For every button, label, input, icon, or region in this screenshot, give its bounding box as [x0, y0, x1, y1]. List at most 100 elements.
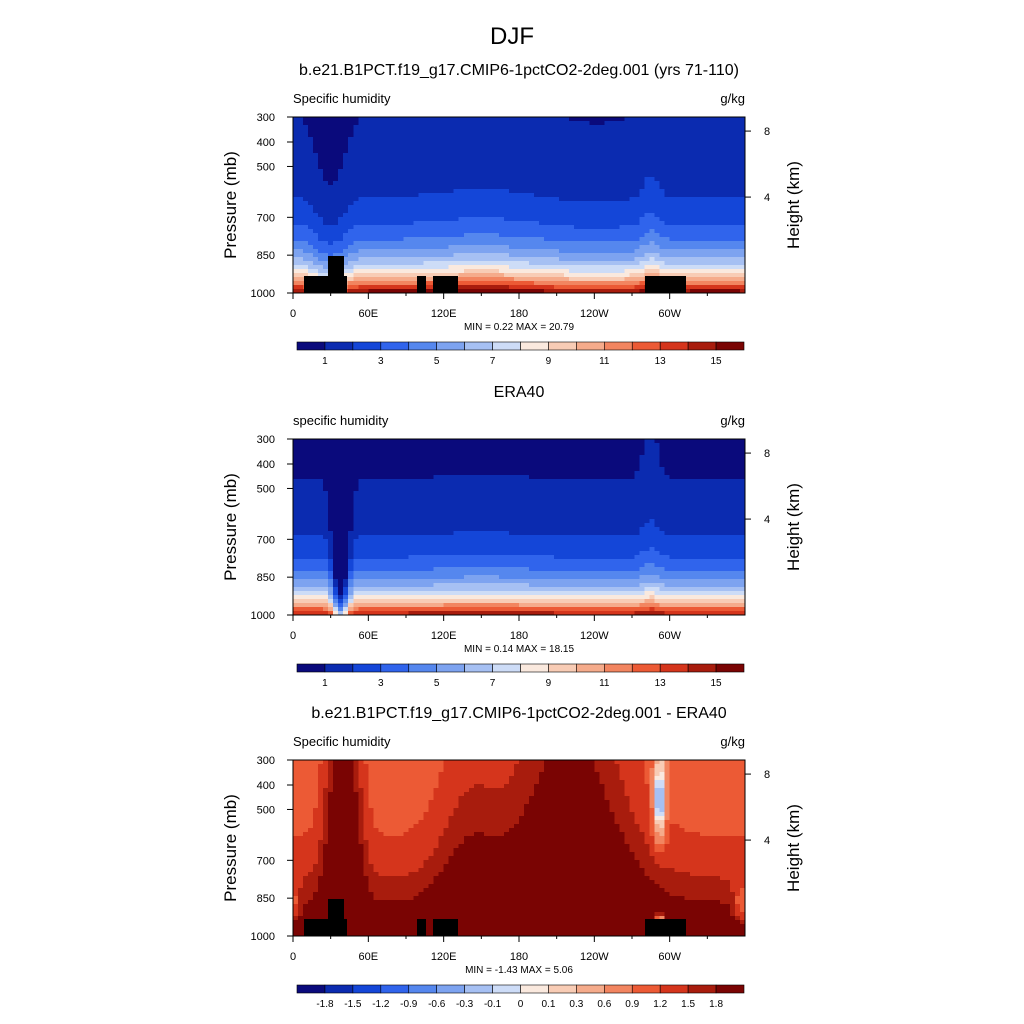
heatmap-cell: [443, 447, 450, 452]
heatmap-cell: [554, 209, 560, 214]
heatmap-cell: [534, 209, 540, 214]
heatmap-cell: [408, 129, 415, 134]
heatmap-cell: [388, 281, 395, 286]
heatmap-cell: [388, 233, 395, 238]
heatmap-cell: [298, 229, 304, 234]
heatmap-cell: [714, 145, 721, 150]
heatmap-cell: [343, 133, 349, 138]
heatmap-cell: [343, 121, 349, 126]
heatmap-cell: [539, 443, 545, 448]
heatmap-cell: [423, 217, 430, 222]
heatmap-cell: [554, 169, 560, 174]
heatmap-cell: [428, 475, 435, 480]
heatmap-cell: [313, 229, 319, 234]
heatmap-cell: [328, 149, 334, 154]
heatmap-cell: [383, 281, 390, 286]
heatmap-cell: [413, 249, 420, 254]
heatmap-cell: [554, 141, 560, 146]
heatmap-cell: [493, 129, 500, 134]
heatmap-cell: [629, 173, 636, 178]
heatmap-cell: [443, 181, 450, 186]
heatmap-cell: [338, 173, 344, 178]
heatmap-cell: [739, 137, 746, 142]
heatmap-cell: [383, 289, 390, 294]
heatmap-cell: [443, 153, 450, 158]
heatmap-cell: [709, 273, 716, 278]
heatmap-cell: [513, 443, 520, 448]
heatmap-cell: [453, 125, 460, 130]
heatmap-cell: [584, 451, 590, 456]
heatmap-cell: [579, 129, 585, 134]
heatmap-cell: [418, 249, 425, 254]
heatmap-cell: [654, 471, 661, 476]
heatmap-cell: [699, 443, 706, 448]
heatmap-cell: [599, 269, 605, 274]
heatmap-cell: [308, 193, 314, 198]
heatmap-cell: [654, 475, 661, 480]
heatmap-cell: [468, 205, 475, 210]
heatmap-cell: [739, 471, 746, 476]
heatmap-cell: [473, 141, 480, 146]
heatmap-cell: [729, 257, 736, 262]
heatmap-cell: [729, 125, 736, 130]
heatmap-cell: [453, 467, 460, 472]
heatmap-cell: [544, 149, 550, 154]
heatmap-cell: [323, 149, 329, 154]
heatmap-cell: [363, 249, 369, 254]
heatmap-cell: [323, 237, 329, 242]
heatmap-cell: [513, 177, 520, 182]
heatmap-cell: [328, 233, 334, 238]
heatmap-cell: [524, 125, 530, 130]
heatmap-cell: [388, 117, 395, 122]
heatmap-cell: [554, 153, 560, 158]
heatmap-cell: [599, 157, 605, 162]
heatmap-cell: [463, 273, 470, 278]
heatmap-cell: [478, 141, 485, 146]
heatmap-cell: [559, 217, 565, 222]
heatmap-cell: [674, 273, 681, 278]
heatmap-cell: [373, 261, 379, 266]
heatmap-cell: [298, 273, 304, 278]
heatmap-cell: [684, 209, 691, 214]
heatmap-cell: [679, 237, 686, 242]
heatmap-cell: [589, 249, 595, 254]
heatmap-cell: [388, 137, 395, 142]
heatmap-cell: [513, 201, 520, 206]
heatmap-cell: [674, 205, 681, 210]
heatmap-cell: [664, 121, 671, 126]
heatmap-cell: [569, 257, 575, 262]
heatmap-cell: [739, 133, 746, 138]
heatmap-cell: [473, 447, 480, 452]
heatmap-cell: [308, 225, 314, 230]
heatmap-cell: [388, 257, 395, 262]
heatmap-cell: [679, 229, 686, 234]
heatmap-cell: [483, 193, 490, 198]
heatmap-cell: [473, 285, 480, 290]
heatmap-cell: [599, 261, 605, 266]
heatmap-cell: [318, 237, 324, 242]
heatmap-cell: [544, 161, 550, 166]
heatmap-cell: [574, 475, 580, 480]
heatmap-cell: [303, 201, 309, 206]
heatmap-cell: [378, 273, 384, 278]
heatmap-cell: [739, 241, 746, 246]
heatmap-cell: [443, 213, 450, 218]
heatmap-cell: [423, 261, 430, 266]
heatmap-cell: [378, 133, 384, 138]
heatmap-cell: [529, 137, 535, 142]
heatmap-cell: [584, 177, 590, 182]
heatmap-cell: [729, 471, 736, 476]
heatmap-cell: [358, 217, 364, 222]
heatmap-cell: [343, 479, 349, 484]
heatmap-cell: [679, 249, 686, 254]
heatmap-cell: [388, 153, 395, 158]
heatmap-cell: [363, 459, 369, 464]
heatmap-cell: [739, 189, 746, 194]
heatmap-cell: [629, 285, 636, 290]
heatmap-cell: [614, 189, 621, 194]
heatmap-cell: [468, 157, 475, 162]
heatmap-cell: [574, 193, 580, 198]
heatmap-cell: [363, 141, 369, 146]
heatmap-cell: [689, 165, 696, 170]
heatmap-cell: [398, 197, 405, 202]
